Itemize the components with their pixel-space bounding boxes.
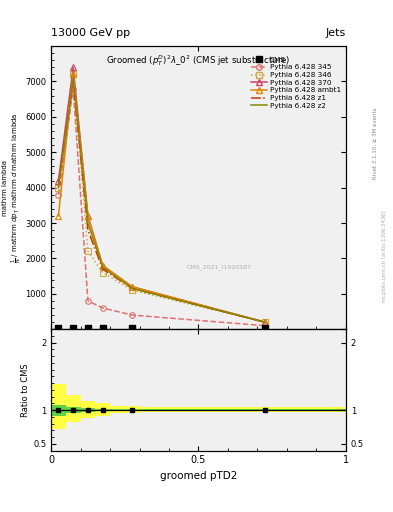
- Pythia 6.428 z2: [130, 286, 134, 292]
- CMS: [56, 325, 61, 331]
- Pythia 6.428 ambt1: [71, 71, 75, 77]
- Line: Pythia 6.428 345: Pythia 6.428 345: [56, 86, 268, 329]
- Y-axis label: Ratio to CMS: Ratio to CMS: [21, 363, 30, 417]
- Line: Pythia 6.428 z1: Pythia 6.428 z1: [59, 81, 265, 322]
- Line: CMS: CMS: [56, 326, 268, 331]
- Text: 13000 GeV pp: 13000 GeV pp: [51, 28, 130, 38]
- Pythia 6.428 346: [86, 248, 90, 254]
- Pythia 6.428 z2: [100, 264, 105, 270]
- CMS: [100, 325, 105, 331]
- Pythia 6.428 ambt1: [130, 284, 134, 290]
- Pythia 6.428 370: [263, 319, 267, 325]
- Pythia 6.428 370: [71, 64, 75, 70]
- Text: Rivet 3.1.10, ≥ 3M events: Rivet 3.1.10, ≥ 3M events: [373, 108, 378, 179]
- CMS: [71, 325, 75, 331]
- Line: Pythia 6.428 z2: Pythia 6.428 z2: [59, 78, 265, 322]
- Text: Groomed $(p_T^D)^2\lambda\_0^2$ (CMS jet substructure): Groomed $(p_T^D)^2\lambda\_0^2$ (CMS jet…: [106, 53, 291, 68]
- Line: Pythia 6.428 ambt1: Pythia 6.428 ambt1: [55, 71, 268, 326]
- CMS: [263, 325, 267, 331]
- Pythia 6.428 z1: [56, 181, 61, 187]
- Pythia 6.428 346: [56, 184, 61, 190]
- Pythia 6.428 z1: [86, 227, 90, 233]
- CMS: [86, 325, 90, 331]
- Pythia 6.428 345: [263, 323, 267, 329]
- Pythia 6.428 346: [263, 319, 267, 325]
- Pythia 6.428 346: [71, 71, 75, 77]
- Pythia 6.428 370: [56, 178, 61, 184]
- Pythia 6.428 z1: [130, 286, 134, 292]
- Text: CMS_2021_I1920187: CMS_2021_I1920187: [187, 264, 252, 270]
- Pythia 6.428 345: [56, 191, 61, 198]
- Pythia 6.428 370: [100, 263, 105, 269]
- Pythia 6.428 346: [130, 287, 134, 293]
- Pythia 6.428 z2: [71, 75, 75, 81]
- Pythia 6.428 345: [71, 86, 75, 92]
- Pythia 6.428 345: [86, 298, 90, 304]
- Pythia 6.428 z1: [263, 319, 267, 325]
- Pythia 6.428 370: [86, 213, 90, 219]
- Legend: CMS, Pythia 6.428 345, Pythia 6.428 346, Pythia 6.428 370, Pythia 6.428 ambt1, P: CMS, Pythia 6.428 345, Pythia 6.428 346,…: [250, 55, 342, 110]
- Line: Pythia 6.428 370: Pythia 6.428 370: [55, 64, 268, 326]
- Line: Pythia 6.428 346: Pythia 6.428 346: [56, 72, 268, 325]
- Pythia 6.428 z2: [86, 220, 90, 226]
- Pythia 6.428 ambt1: [263, 319, 267, 325]
- X-axis label: groomed pTD2: groomed pTD2: [160, 471, 237, 481]
- Pythia 6.428 ambt1: [56, 213, 61, 219]
- Pythia 6.428 345: [130, 312, 134, 318]
- Pythia 6.428 ambt1: [100, 263, 105, 269]
- Pythia 6.428 345: [100, 305, 105, 311]
- Pythia 6.428 ambt1: [86, 213, 90, 219]
- Pythia 6.428 370: [130, 284, 134, 290]
- Pythia 6.428 z1: [71, 78, 75, 84]
- Pythia 6.428 z1: [100, 266, 105, 272]
- CMS: [130, 325, 134, 331]
- Pythia 6.428 346: [100, 269, 105, 275]
- Text: Jets: Jets: [325, 28, 346, 38]
- Y-axis label: mathrm $d^2$N
mathrm $dp_T$ mathrm $d$
mathrm lambda
$\frac{1}{\mathrm{N}}$ / ma: mathrm $d^2$N mathrm $dp_T$ mathrm $d$ m…: [0, 113, 24, 263]
- Text: mcplots.cern.ch [arXiv:1306.3436]: mcplots.cern.ch [arXiv:1306.3436]: [382, 210, 387, 302]
- Pythia 6.428 z2: [56, 184, 61, 190]
- Pythia 6.428 z2: [263, 319, 267, 325]
